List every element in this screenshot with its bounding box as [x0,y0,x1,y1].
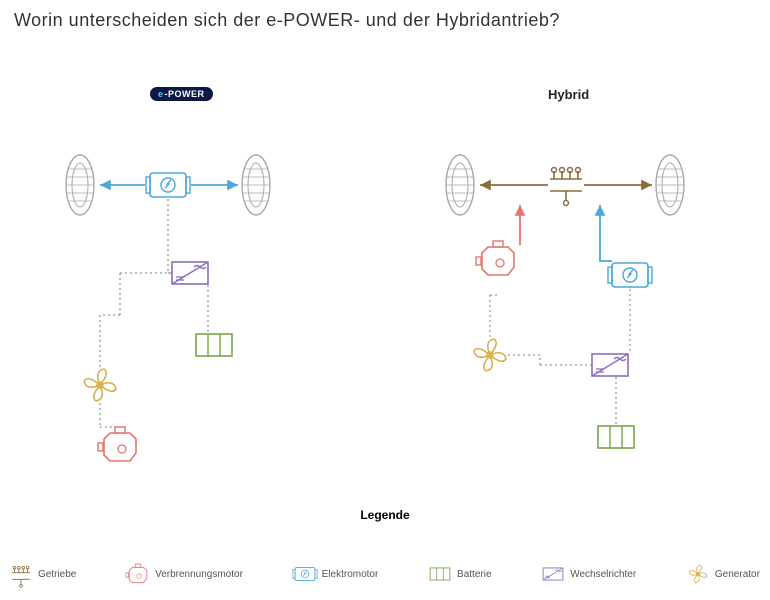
elektromotor-icon [608,263,652,287]
tire-left-icon [446,155,474,215]
legend-batterie: Batterie [429,564,491,584]
generator-icon [84,369,116,401]
legend-title: Legende [0,508,770,522]
generator-icon [474,339,506,371]
page-title: Worin unterscheiden sich der e-POWER- un… [14,10,560,31]
hybrid-diagram [446,155,684,448]
tire-right-icon [656,155,684,215]
epower-label: -POWER [150,87,213,101]
tire-left-icon [66,155,94,215]
generator-icon [687,564,709,584]
batterie-icon [598,426,634,448]
getriebe-icon [10,564,32,584]
elektromotor-icon [146,173,190,197]
legend-label: Getriebe [38,569,76,580]
hybrid-label: Hybrid [548,87,589,102]
wechselrichter-icon [172,262,208,284]
legend-row: Getriebe Verbrennungsmotor Elektromotor … [10,564,760,584]
legend-label: Verbrennungsmotor [155,569,243,580]
verbrennungsmotor-icon [98,427,136,461]
legend-generator: Generator [687,564,760,584]
diagram-area: -POWER Hybrid [0,55,770,495]
verbrennungsmotor-icon [476,241,514,275]
getriebe-icon [550,168,582,206]
legend-verbrennungsmotor: Verbrennungsmotor [127,564,243,584]
legend-getriebe: Getriebe [10,564,76,584]
verbrennungsmotor-icon [127,564,149,584]
wechselrichter-icon [592,354,628,376]
legend-label: Elektromotor [322,569,379,580]
legend-label: Generator [715,569,760,580]
epower-diagram [66,155,270,461]
wechselrichter-icon [542,564,564,584]
batterie-icon [196,334,232,356]
legend-label: Wechselrichter [570,569,636,580]
elektromotor-icon [294,564,316,584]
tire-right-icon [242,155,270,215]
legend-label: Batterie [457,569,491,580]
legend-elektromotor: Elektromotor [294,564,379,584]
legend-wechselrichter: Wechselrichter [542,564,636,584]
batterie-icon [429,564,451,584]
diagram-svg [0,55,770,495]
